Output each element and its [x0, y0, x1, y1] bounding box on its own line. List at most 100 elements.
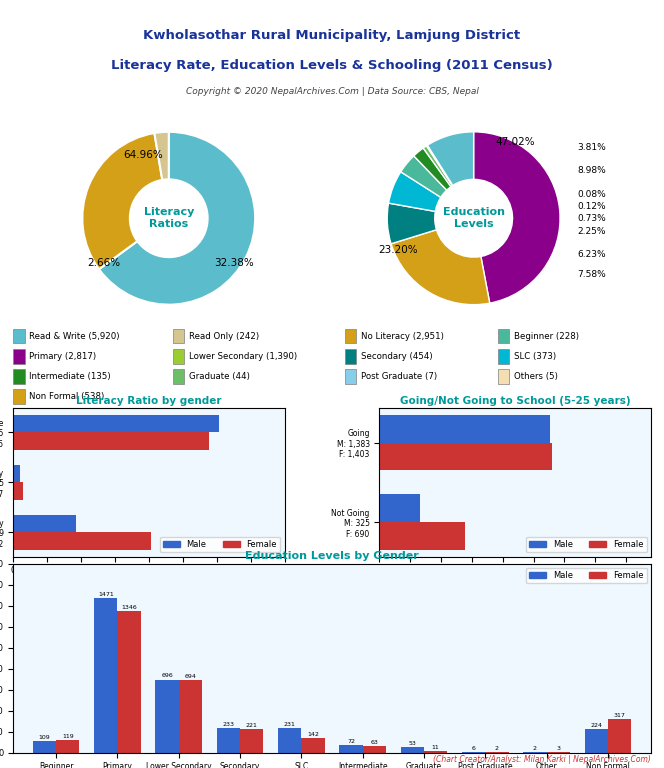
Text: 696: 696 [161, 674, 173, 678]
Text: 2.25%: 2.25% [577, 227, 606, 236]
Wedge shape [473, 132, 560, 303]
Wedge shape [154, 132, 169, 180]
Bar [345, 369, 356, 384]
Text: 2.66%: 2.66% [88, 258, 120, 268]
Text: 23.20%: 23.20% [378, 245, 418, 255]
Bar [173, 349, 184, 364]
Legend: Male, Female: Male, Female [160, 537, 280, 552]
Text: 63: 63 [371, 740, 378, 745]
Bar [379, 442, 552, 470]
Bar [379, 494, 420, 522]
Bar [33, 741, 56, 753]
Bar [363, 746, 386, 753]
Text: 3.81%: 3.81% [577, 143, 606, 152]
Wedge shape [427, 145, 453, 186]
Text: Read & Write (5,920): Read & Write (5,920) [29, 332, 120, 340]
Bar [173, 369, 184, 384]
Bar [345, 349, 356, 364]
Text: Read Only (242): Read Only (242) [189, 332, 259, 340]
Text: Post Graduate (7): Post Graduate (7) [361, 372, 437, 381]
Text: 142: 142 [307, 732, 319, 737]
Text: Beginner (228): Beginner (228) [514, 332, 578, 340]
Bar [13, 329, 25, 343]
Bar [584, 729, 608, 753]
Text: Others (5): Others (5) [514, 372, 558, 381]
Text: Secondary (454): Secondary (454) [361, 352, 432, 361]
Bar [13, 389, 25, 404]
Text: Lower Secondary (1,390): Lower Secondary (1,390) [189, 352, 297, 361]
Text: 3: 3 [556, 746, 560, 751]
Text: 8.98%: 8.98% [577, 166, 606, 175]
Text: 2: 2 [495, 746, 499, 751]
Text: Education
Levels: Education Levels [443, 207, 505, 229]
Bar [13, 349, 25, 364]
Bar [56, 740, 80, 753]
Bar [155, 680, 179, 753]
Text: 32.38%: 32.38% [214, 258, 254, 268]
Text: 1346: 1346 [122, 605, 137, 611]
Bar [424, 751, 448, 753]
Text: 694: 694 [185, 674, 197, 679]
Wedge shape [391, 230, 490, 305]
Text: 1471: 1471 [98, 592, 114, 597]
Wedge shape [414, 148, 451, 190]
Bar [301, 738, 325, 753]
Bar [379, 415, 550, 442]
Text: 2: 2 [533, 746, 537, 751]
Bar [498, 329, 509, 343]
Text: 109: 109 [39, 735, 50, 740]
Wedge shape [423, 146, 452, 187]
Text: 233: 233 [222, 722, 234, 727]
Bar [240, 730, 264, 753]
Bar [173, 329, 184, 343]
Text: 0.12%: 0.12% [577, 202, 606, 210]
Legend: Male, Female: Male, Female [526, 568, 647, 584]
Text: 47.02%: 47.02% [495, 137, 535, 147]
Bar [94, 598, 118, 753]
Wedge shape [388, 172, 441, 211]
Text: 0.08%: 0.08% [577, 190, 606, 199]
Bar [13, 515, 76, 532]
Text: Literacy Rate, Education Levels & Schooling (2011 Census): Literacy Rate, Education Levels & School… [111, 59, 553, 72]
Bar [498, 369, 509, 384]
Bar [179, 680, 202, 753]
Text: 224: 224 [590, 723, 602, 728]
Text: 0.73%: 0.73% [577, 214, 606, 223]
Text: 119: 119 [62, 734, 74, 739]
Text: Graduate (44): Graduate (44) [189, 372, 250, 381]
Text: 6.23%: 6.23% [577, 250, 606, 259]
Wedge shape [82, 133, 162, 270]
Text: 221: 221 [246, 723, 258, 728]
Bar [216, 728, 240, 753]
Bar [400, 747, 424, 753]
Bar [339, 745, 363, 753]
Title: Education Levels by Gender: Education Levels by Gender [245, 551, 419, 561]
Wedge shape [401, 156, 447, 197]
Text: Intermediate (135): Intermediate (135) [29, 372, 111, 381]
Text: 53: 53 [408, 741, 416, 746]
Bar [498, 349, 509, 364]
Bar [13, 415, 219, 432]
Bar [13, 482, 23, 500]
Text: 6: 6 [471, 746, 475, 751]
Text: 231: 231 [284, 723, 295, 727]
Text: (Chart Creator/Analyst: Milan Karki | NepalArchives.Com): (Chart Creator/Analyst: Milan Karki | Ne… [433, 755, 651, 764]
Bar [379, 522, 465, 550]
Wedge shape [428, 132, 473, 185]
Title: Literacy Ratio by gender: Literacy Ratio by gender [76, 396, 222, 406]
Bar [608, 720, 631, 753]
Bar [278, 728, 301, 753]
Bar [345, 329, 356, 343]
Text: Literacy
Ratios: Literacy Ratios [143, 207, 194, 229]
Text: 317: 317 [614, 713, 625, 718]
Text: No Literacy (2,951): No Literacy (2,951) [361, 332, 444, 340]
Wedge shape [426, 145, 453, 186]
Text: Primary (2,817): Primary (2,817) [29, 352, 96, 361]
Text: Non Formal (538): Non Formal (538) [29, 392, 104, 402]
Text: 11: 11 [432, 746, 440, 750]
Bar [13, 432, 209, 450]
Legend: Male, Female: Male, Female [526, 537, 647, 552]
Text: Copyright © 2020 NepalArchives.Com | Data Source: CBS, Nepal: Copyright © 2020 NepalArchives.Com | Dat… [185, 87, 479, 96]
Wedge shape [99, 132, 255, 305]
Bar [13, 532, 151, 550]
